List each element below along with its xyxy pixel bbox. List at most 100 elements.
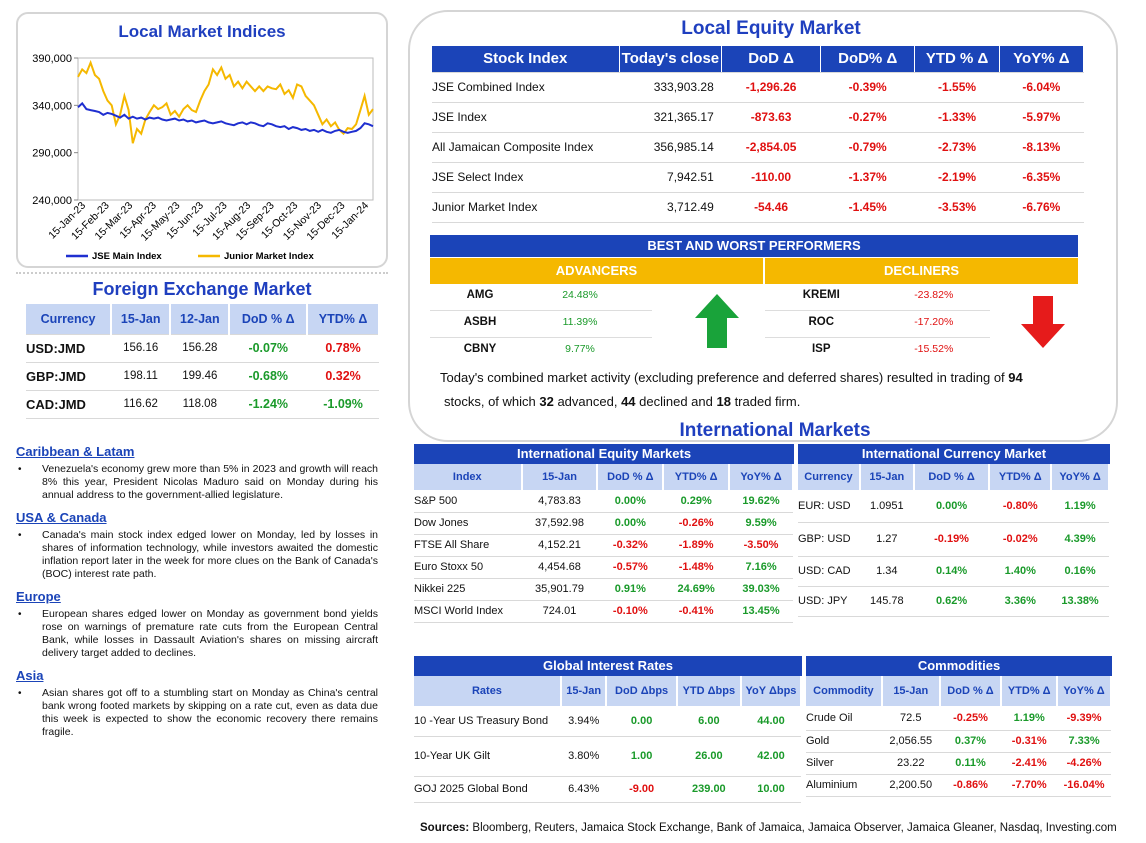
table-cell: 4,783.83 bbox=[521, 490, 598, 513]
fx-currency: USD:JMD bbox=[26, 334, 112, 363]
local-equity-panel bbox=[408, 10, 1118, 442]
equity-cell: All Jamaican Composite Index bbox=[432, 132, 620, 163]
table-row: USD: CAD 1.34 0.14% 1.40% 0.16% bbox=[798, 556, 1109, 587]
table-cell: 6.43% bbox=[560, 776, 607, 803]
fx-title: Foreign Exchange Market bbox=[92, 279, 312, 299]
performer-change: -17.20% bbox=[914, 316, 954, 328]
table-cell: 6.00 bbox=[676, 706, 741, 737]
header-cell: DoD Δbps bbox=[606, 676, 678, 706]
table-cell: MSCI World Index bbox=[414, 600, 522, 623]
equity-cell: -0.79% bbox=[820, 132, 915, 163]
performer-change: 11.39% bbox=[562, 316, 598, 328]
header-cell: DoD % Δ bbox=[597, 464, 665, 490]
table-row: S&P 500 4,783.83 0.00% 0.29% 19.62% bbox=[414, 490, 793, 513]
performer-change: 24.48% bbox=[562, 289, 598, 301]
table-row: 10-Year UK Gilt 3.80% 1.00 26.00 42.00 bbox=[414, 736, 801, 777]
legend-label: Junior Market Index bbox=[224, 251, 314, 262]
table-cell: 23.22 bbox=[881, 752, 940, 775]
fx-header-cell: 15-Jan bbox=[111, 304, 172, 335]
equity-title: Local Equity Market bbox=[681, 18, 861, 39]
table-cell: 2,200.50 bbox=[881, 774, 940, 797]
header-cell: Rates bbox=[414, 676, 562, 706]
table-cell: GOJ 2025 Global Bond bbox=[414, 776, 561, 803]
table-cell: 3.80% bbox=[560, 736, 607, 777]
equity-cell: JSE Index bbox=[432, 102, 620, 133]
table-cell: Dow Jones bbox=[414, 512, 522, 535]
table-cell: 0.62% bbox=[913, 586, 990, 617]
table-cell: 35,901.79 bbox=[521, 578, 598, 601]
advancers-header: ADVANCERS bbox=[430, 258, 763, 284]
equity-header-cell: DoD Δ bbox=[721, 46, 821, 73]
table-cell: 10.00 bbox=[740, 776, 801, 803]
table-cell: 9.59% bbox=[729, 512, 793, 535]
table-cell: 39.03% bbox=[729, 578, 793, 601]
local-market-indices-panel: Local Market Indices 390,000 340,000 290,0… bbox=[16, 12, 388, 268]
table-row: CAD:JMD 116.62 118.08 -1.24% -1.09% bbox=[26, 390, 379, 419]
table-cell: 13.45% bbox=[729, 600, 793, 623]
performer-row: AMG 24.48% bbox=[430, 284, 652, 311]
table-cell: -0.32% bbox=[597, 534, 664, 557]
table-row: GBP: USD 1.27 -0.19% -0.02% 4.39% bbox=[798, 522, 1109, 557]
table-cell: 1.34 bbox=[859, 556, 914, 587]
equity-cell: JSE Select Index bbox=[432, 162, 620, 193]
table-row: MSCI World Index 724.01 -0.10% -0.41% 13.45% bbox=[414, 600, 793, 623]
news-heading: Asia bbox=[16, 668, 44, 683]
header-cell: YoY Δbps bbox=[740, 676, 803, 706]
table-cell: Nikkei 225 bbox=[414, 578, 522, 601]
summary-total: 94 bbox=[1008, 370, 1023, 385]
performer-symbol: ASBH bbox=[463, 316, 497, 328]
performer-symbol: ROC bbox=[808, 316, 835, 328]
equity-cell: -1.37% bbox=[820, 162, 915, 193]
table-title: International Equity Markets bbox=[414, 444, 794, 464]
table-cell: USD: JPY bbox=[798, 586, 860, 617]
intl-title: International Markets bbox=[679, 420, 871, 441]
intl-equity-table: International Equity Markets Index 15-Jan D… bbox=[414, 444, 794, 623]
summary-firm: 18 bbox=[716, 394, 731, 409]
table-row: Gold 2,056.55 0.37% -0.31% 7.33% bbox=[806, 730, 1111, 753]
table-cell: 0.00% bbox=[913, 490, 990, 523]
table-cell: Crude Oil bbox=[806, 706, 882, 731]
equity-cell: -0.39% bbox=[820, 72, 915, 103]
equity-header-cell: YoY% Δ bbox=[999, 46, 1085, 73]
table-cell: 42.00 bbox=[740, 736, 801, 777]
table-cell: -4.26% bbox=[1057, 752, 1111, 775]
table-cell: 724.01 bbox=[521, 600, 598, 623]
table-cell: 4.39% bbox=[1051, 522, 1109, 557]
performer-change: 9.77% bbox=[565, 343, 595, 355]
fx-ytd: 0.78% bbox=[307, 334, 379, 363]
equity-cell: -0.27% bbox=[820, 102, 915, 133]
sources-label: Sources: bbox=[420, 822, 470, 834]
y-tick-label: 240,000 bbox=[32, 195, 72, 207]
table-cell: 0.00% bbox=[597, 512, 664, 535]
table-title: International Currency Market bbox=[798, 444, 1110, 464]
table-row: FTSE All Share 4,152.21 -0.32% -1.89% -3.50% bbox=[414, 534, 793, 557]
table-cell: -1.48% bbox=[663, 556, 730, 579]
table-row: All Jamaican Composite Index 356,985.14 -2… bbox=[432, 132, 1084, 163]
legend-label: JSE Main Index bbox=[92, 251, 162, 262]
table-cell: 13.38% bbox=[1051, 586, 1109, 617]
table-cell: 72.5 bbox=[881, 706, 940, 731]
summary-text: declined and bbox=[635, 394, 717, 409]
table-cell: 2,056.55 bbox=[881, 730, 940, 753]
header-cell: DoD % Δ bbox=[939, 676, 1003, 706]
table-cell: 3.36% bbox=[989, 586, 1052, 617]
table-cell: 0.00% bbox=[597, 490, 664, 513]
series-line bbox=[77, 59, 374, 144]
table-cell: -9.00 bbox=[606, 776, 677, 803]
series-line bbox=[77, 101, 374, 134]
y-tick-label: 290,000 bbox=[32, 148, 72, 160]
news-item: Europe European shares edged lower on Mon… bbox=[16, 589, 378, 660]
divider bbox=[16, 272, 388, 274]
table-cell: -0.80% bbox=[989, 490, 1052, 523]
equity-cell: Junior Market Index bbox=[432, 192, 620, 223]
header-cell: YoY% Δ bbox=[1057, 676, 1112, 706]
down-arrow-icon bbox=[1021, 296, 1065, 348]
header-cell: YTD% Δ bbox=[1001, 676, 1059, 706]
equity-header-cell: Today's close bbox=[619, 46, 723, 73]
table-cell: -0.41% bbox=[663, 600, 730, 623]
equity-cell: 321,365.17 bbox=[619, 102, 722, 133]
header-cell: YTD Δbps bbox=[676, 676, 742, 706]
header-cell: YTD% Δ bbox=[663, 464, 731, 490]
table-cell: 1.19% bbox=[1001, 706, 1058, 731]
table-cell: 0.37% bbox=[939, 730, 1002, 753]
